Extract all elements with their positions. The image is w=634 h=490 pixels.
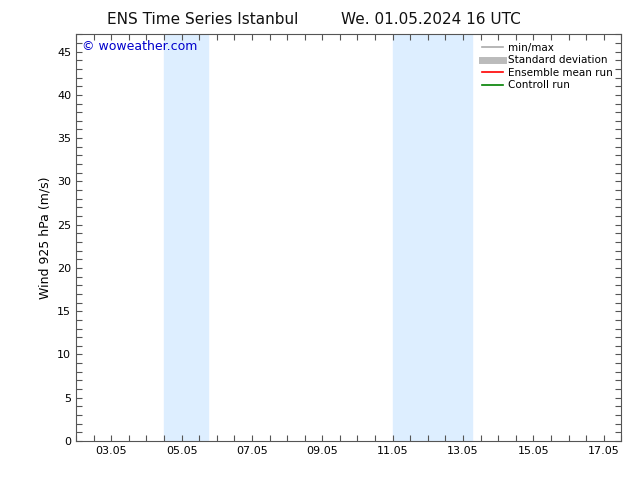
Legend: min/max, Standard deviation, Ensemble mean run, Controll run: min/max, Standard deviation, Ensemble me…	[479, 40, 616, 94]
Text: We. 01.05.2024 16 UTC: We. 01.05.2024 16 UTC	[341, 12, 521, 27]
Bar	[428, 34, 472, 441]
Y-axis label: Wind 925 hPa (m/s): Wind 925 hPa (m/s)	[39, 176, 51, 299]
Bar	[392, 34, 428, 441]
Text: ENS Time Series Istanbul: ENS Time Series Istanbul	[107, 12, 299, 27]
Text: © woweather.com: © woweather.com	[82, 40, 197, 53]
Bar	[164, 34, 208, 441]
